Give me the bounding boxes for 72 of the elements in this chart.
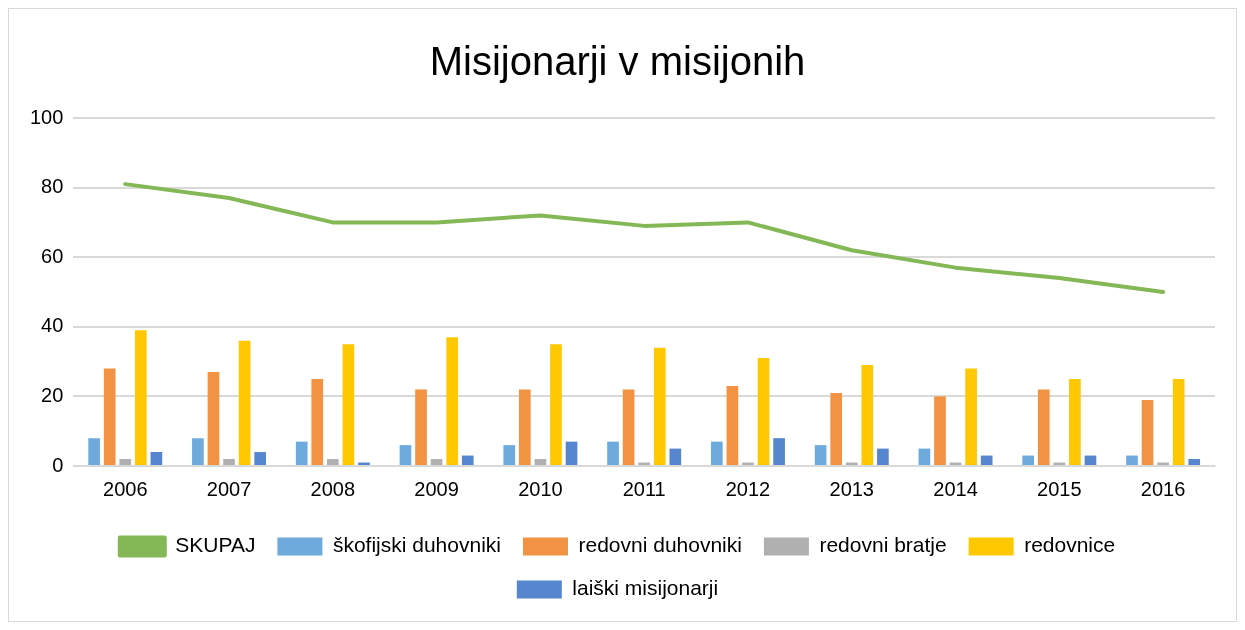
bar (1188, 459, 1201, 465)
bar (711, 441, 723, 465)
bar (861, 365, 874, 465)
bar (415, 389, 427, 465)
bar (757, 358, 770, 465)
bar (965, 368, 977, 465)
y-tick-label: 40 (41, 314, 64, 337)
y-tick-label: 100 (29, 105, 64, 128)
x-tick-label: 2016 (1140, 477, 1186, 500)
bar (342, 344, 355, 465)
bar (726, 385, 739, 465)
legend-label: SKUPAJ (175, 533, 256, 557)
bar (918, 448, 931, 465)
y-tick-label: 0 (52, 453, 64, 476)
bar (830, 392, 843, 465)
bar (503, 445, 516, 465)
legend-label: škofijski duhovniki (332, 533, 501, 557)
legend-label: redovni bratje (819, 533, 947, 557)
y-tick-label: 60 (41, 244, 64, 267)
bar (461, 455, 474, 465)
bar (295, 441, 308, 465)
bar (877, 448, 889, 465)
bar (430, 459, 443, 465)
bar (622, 389, 635, 465)
bar (192, 438, 204, 465)
bar (653, 347, 666, 465)
chart-title: Misijonarji v misijonih (429, 39, 806, 84)
x-tick-label: 2015 (1037, 477, 1082, 500)
bar (446, 337, 459, 465)
bar (1084, 455, 1097, 465)
bar (1037, 389, 1050, 465)
y-tick-label: 20 (41, 383, 64, 406)
bar (565, 441, 578, 465)
x-tick-label: 2012 (725, 477, 771, 500)
bar (1022, 455, 1035, 465)
x-tick-label: 2006 (103, 477, 148, 500)
bar (1141, 399, 1154, 465)
x-tick-label: 2007 (206, 477, 252, 500)
bar (773, 438, 785, 465)
legend-label: redovnice (1024, 533, 1116, 557)
bar (1069, 379, 1081, 465)
x-tick-label: 2010 (518, 477, 563, 500)
y-tick-label: 80 (41, 175, 64, 198)
bar (326, 459, 339, 465)
bar (518, 389, 531, 465)
x-tick-label: 2014 (933, 477, 978, 500)
legend-label: laiški misijonarji (572, 576, 719, 600)
bar (607, 441, 619, 465)
x-tick-label: 2013 (829, 477, 874, 500)
bar (1172, 379, 1185, 465)
bar (550, 344, 562, 465)
bar (534, 459, 547, 465)
bar (88, 438, 100, 465)
bar (980, 455, 993, 465)
bar (254, 452, 267, 465)
x-tick-label: 2009 (414, 477, 459, 500)
bar (238, 340, 251, 465)
bar (119, 459, 132, 465)
bar (223, 459, 235, 465)
bar (134, 330, 147, 465)
x-tick-label: 2008 (310, 477, 356, 500)
bar (814, 445, 827, 465)
bar (103, 368, 116, 465)
x-tick-label: 2011 (622, 477, 666, 500)
legend-label: redovni duhovniki (578, 533, 742, 557)
bar (207, 372, 220, 465)
bar (934, 396, 946, 465)
bar (150, 452, 163, 465)
bar (669, 448, 682, 465)
bar (311, 379, 324, 465)
bar (399, 445, 412, 465)
bar (1126, 455, 1138, 465)
